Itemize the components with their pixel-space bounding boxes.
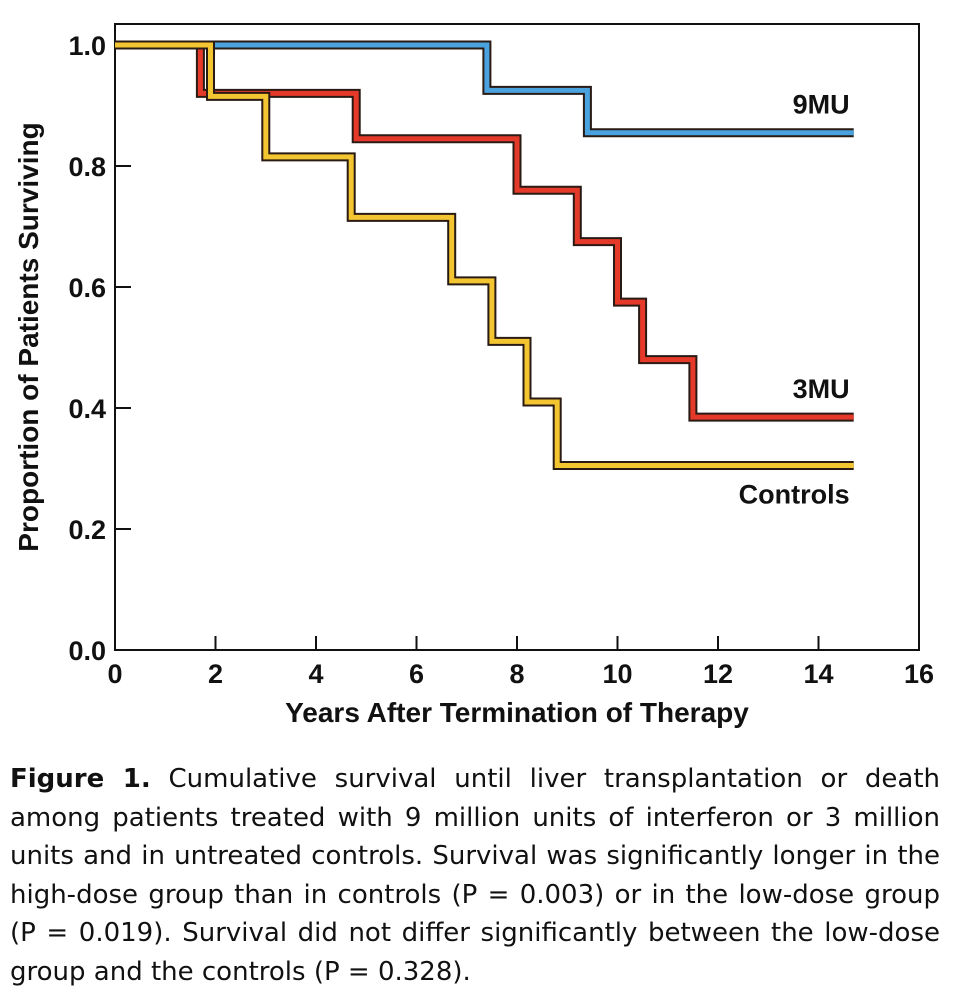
x-tick-label: 6 [409,659,424,689]
y-axis-title: Proportion of Patients Surviving [13,122,44,551]
x-tick-label: 16 [904,659,934,689]
figure-label: Figure 1. [10,764,151,794]
y-tick-label: 0.8 [68,152,106,182]
x-tick-label: 12 [703,659,733,689]
series-line-controls [115,42,854,468]
series-label-3mu: 3MU [793,374,850,404]
y-tick-label: 0.0 [68,636,106,666]
series-line-outline-controls [115,40,854,470]
survival-chart: 0 2 4 6 8 10 12 14 16 0.0 0.2 0.4 0.6 0.8 1.0 9MU 3MU C… [13,23,934,728]
y-tick-label: 0.6 [68,273,106,303]
y-tick-label: 1.0 [68,31,106,61]
caption-text: Cumulative survival until liver transpla… [10,764,940,987]
series-line-3mu [115,42,854,420]
x-tick-label: 8 [509,659,524,689]
series-line-outline-9mu [115,40,854,138]
x-tick-label: 2 [208,659,223,689]
x-tick-label: 4 [308,659,323,689]
y-axis: 0.0 0.2 0.4 0.6 0.8 1.0 [68,31,131,666]
x-tick-label: 14 [803,659,833,689]
series-label-controls: Controls [739,479,850,509]
x-tick-label: 0 [107,659,122,689]
y-tick-label: 0.4 [68,394,106,424]
series-line-9mu [115,42,854,136]
series-lines [115,40,854,470]
x-tick-label: 10 [602,659,632,689]
series-labels: 9MU 3MU Controls [739,90,850,510]
figure-caption: Figure 1. Cumulative survival until live… [10,760,940,991]
series-label-9mu: 9MU [793,90,850,120]
y-tick-label: 0.2 [68,515,106,545]
x-axis: 0 2 4 6 8 10 12 14 16 [107,636,934,689]
x-axis-title: Years After Termination of Therapy [285,697,749,728]
